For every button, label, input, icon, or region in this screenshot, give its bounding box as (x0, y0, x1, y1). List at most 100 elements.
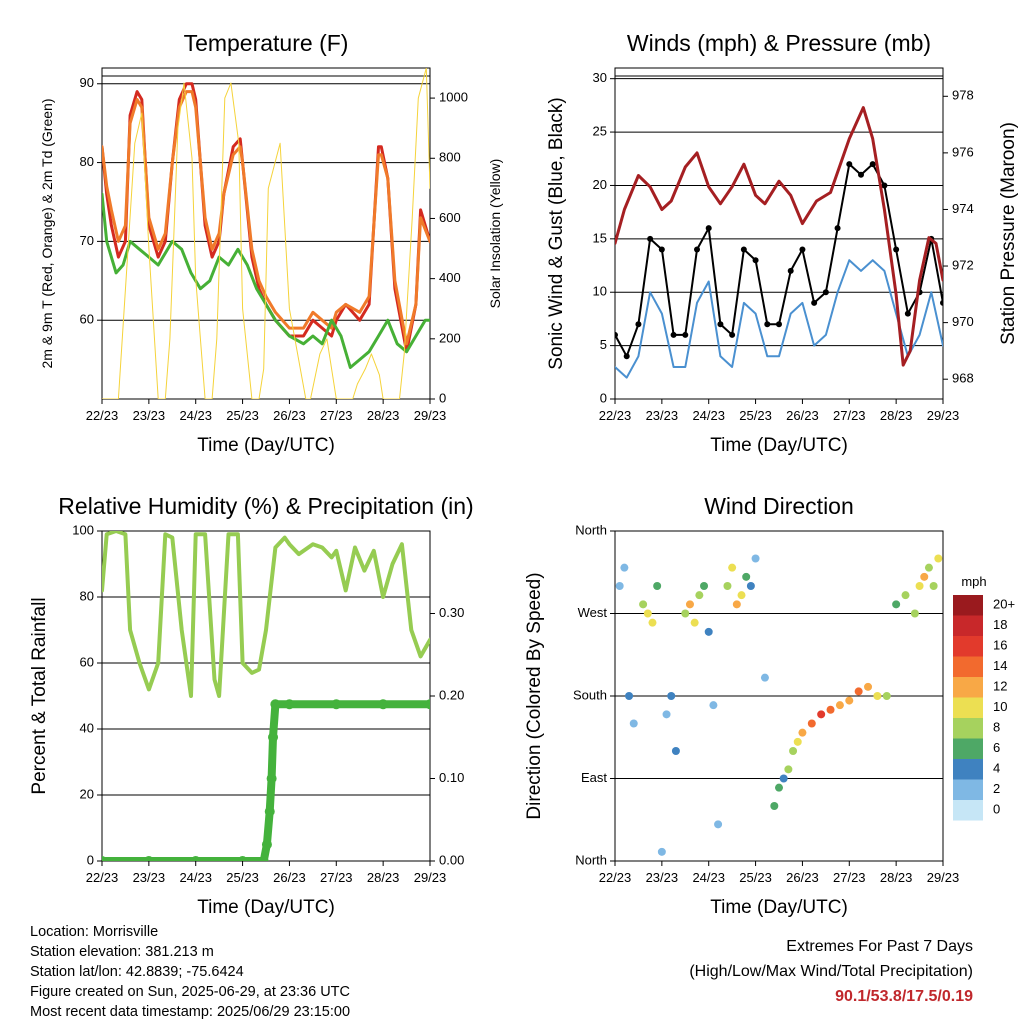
elevation-text: Station elevation: 381.213 m (30, 944, 214, 960)
direction-x-tick-label: 23/23 (646, 870, 679, 885)
direction-y-tick-label: North (575, 522, 607, 537)
humidity-series-precipitation-point (190, 856, 201, 861)
direction-y-tick-label: South (573, 687, 607, 702)
temperature-x-tick-label: 23/23 (133, 408, 166, 423)
direction-point (770, 802, 779, 810)
direction-legend-label: 2 (993, 781, 1000, 796)
direction-x-tick-label: 29/23 (927, 870, 960, 885)
winds-x-tick-label: 23/23 (646, 408, 679, 423)
direction-x-tick-label: 28/23 (880, 870, 913, 885)
winds-series-pressure (615, 106, 943, 367)
winds-series-gust-point (822, 289, 829, 296)
direction-point (835, 701, 844, 710)
humidity-series-precipitation-point (268, 732, 279, 743)
direction-legend-label: 12 (993, 679, 1007, 694)
direction-x-label: Time (Day/UTC) (710, 897, 848, 918)
direction-point (700, 582, 709, 590)
direction-legend-swatch (953, 738, 983, 759)
direction-x-tick-label: 27/23 (833, 870, 866, 885)
direction-legend-swatch (953, 779, 983, 800)
direction-point (737, 591, 746, 600)
extremes-title: Extremes For Past 7 Days (786, 938, 973, 955)
extremes-subtitle: (High/Low/Max Wind/Total Precipitation) (689, 963, 973, 980)
winds-series-gust-point (694, 246, 700, 253)
direction-point (667, 692, 676, 700)
direction-point (793, 737, 802, 746)
direction-point (662, 710, 671, 719)
direction-legend-label: 0 (993, 802, 1000, 817)
temperature-series-2m-td (102, 192, 430, 369)
location-text: Location: Morrisville (30, 924, 159, 940)
winds-y-tick-label: 15 (593, 230, 607, 245)
winds-series-gust-point (881, 182, 888, 189)
created-text: Figure created on Sun, 2025-06-29, at 23… (30, 984, 350, 1000)
direction-point (864, 682, 873, 691)
winds-series-gust-point (799, 246, 806, 253)
direction-y-tick-label: West (578, 605, 608, 620)
direction-point (657, 847, 666, 856)
winds-y-right-tick-label: 968 (952, 371, 974, 386)
direction-point (690, 618, 699, 627)
humidity-x-tick-label: 28/23 (367, 870, 400, 885)
direction-y-label: Direction (Colored By Speed) (524, 572, 545, 819)
station-info: Location: Morrisville Station elevation:… (30, 922, 350, 1022)
temperature-y-tick-label: 90 (80, 75, 94, 90)
direction-point (807, 719, 816, 728)
temperature-y-label: 2m & 9m T (Red, Orange) & 2m Td (Green) (39, 99, 55, 369)
temperature-x-tick-label: 22/23 (86, 408, 119, 423)
direction-legend-swatch (953, 759, 983, 780)
direction-x-tick-label: 26/23 (786, 870, 819, 885)
humidity-y-label: Percent & Total Rainfall (29, 597, 50, 794)
temperature-series-2m-t (102, 82, 430, 354)
winds-series-gust-point (615, 331, 618, 338)
winds-series-gust-point (740, 246, 747, 253)
humidity-series-group (102, 531, 430, 861)
humidity-y-tick-label: 20 (80, 786, 94, 801)
direction-point (854, 687, 863, 696)
humidity-series-precipitation-point (237, 856, 248, 861)
temperature-title: Temperature (F) (184, 30, 349, 56)
temperature-y-tick-label: 70 (80, 233, 94, 248)
direction-legend-label: 10 (993, 699, 1007, 714)
winds-y-right-tick-label: 970 (952, 314, 974, 329)
direction-legend-swatch (953, 800, 983, 821)
humidity-y-tick-label: 40 (80, 720, 94, 735)
direction-legend-swatch (953, 677, 983, 698)
direction-point (929, 582, 938, 590)
direction-point (892, 600, 901, 609)
winds-series-gust-point (869, 161, 876, 168)
humidity-x-tick-label: 26/23 (273, 870, 306, 885)
direction-point (704, 627, 713, 636)
winds-series-sonic-wind (615, 259, 943, 379)
humidity-x-label: Time (Day/UTC) (197, 897, 335, 918)
winds-series-gust-point (717, 321, 724, 328)
temperature-y-right-tick-label: 400 (439, 270, 461, 285)
direction-point (924, 563, 933, 572)
direction-point (648, 618, 657, 627)
temperature-x-tick-label: 27/23 (320, 408, 353, 423)
direction-series-group (615, 554, 943, 856)
direction-point (746, 582, 755, 590)
winds-title: Winds (mph) & Pressure (mb) (627, 30, 931, 56)
humidity-series-precipitation-point (331, 699, 342, 710)
humidity-x-tick-label: 24/23 (179, 870, 212, 885)
direction-legend-label: 20+ (993, 597, 1015, 612)
direction-point (789, 747, 798, 755)
recent-text: Most recent data timestamp: 2025/06/29 2… (30, 1004, 351, 1020)
winds-series-gust-point (787, 267, 794, 274)
temperature-x-label: Time (Day/UTC) (197, 435, 335, 456)
temperature-y-right-tick-label: 1000 (439, 90, 468, 105)
direction-legend-swatch (953, 636, 983, 657)
temperature-y-right-tick-label: 0 (439, 390, 446, 405)
humidity-y-right-tick-label: 0.10 (439, 770, 464, 785)
direction-point (873, 692, 882, 700)
winds-x-tick-label: 22/23 (599, 408, 632, 423)
direction-point (723, 582, 732, 590)
direction-point (615, 582, 624, 590)
direction-point (934, 554, 943, 563)
direction-point (695, 591, 704, 600)
direction-point (732, 600, 741, 609)
winds-plot-frame (614, 67, 944, 400)
winds-y-tick-label: 0 (600, 390, 607, 405)
extremes-values: 90.1/53.8/17.5/0.19 (835, 988, 973, 1005)
